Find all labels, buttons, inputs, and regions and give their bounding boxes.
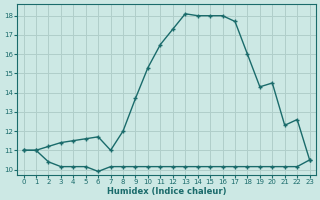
X-axis label: Humidex (Indice chaleur): Humidex (Indice chaleur) — [107, 187, 226, 196]
